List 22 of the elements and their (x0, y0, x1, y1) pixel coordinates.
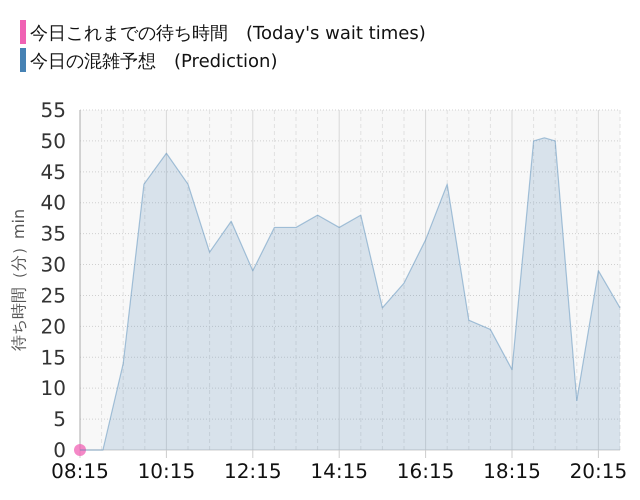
x-tick-label: 14:15 (310, 459, 368, 483)
y-tick-label: 45 (40, 160, 66, 184)
y-tick-label: 40 (40, 190, 66, 215)
x-tick-label: 20:15 (570, 459, 628, 483)
x-tick-label: 08:15 (51, 459, 109, 483)
y-tick-label: 0 (53, 438, 66, 462)
y-tick-label: 5 (53, 407, 66, 432)
y-tick-label: 55 (40, 98, 66, 122)
legend-label: 今日これまでの待ち時間 (Today's wait times) (30, 23, 426, 44)
x-tick-label: 16:15 (396, 459, 454, 483)
y-tick-label: 15 (40, 345, 66, 370)
x-tick-label: 12:15 (224, 459, 282, 483)
x-tick-label: 10:15 (138, 459, 196, 483)
y-tick-label: 10 (40, 376, 66, 400)
y-tick-label: 20 (40, 314, 66, 338)
x-tick-label: 18:15 (483, 459, 541, 483)
y-axis-title: 待ち時間（分）min (9, 208, 28, 352)
y-tick-label: 25 (40, 283, 66, 308)
y-tick-label: 50 (40, 128, 66, 153)
legend-label: 今日の混雑予想 (Prediction) (30, 51, 278, 72)
y-tick-label: 30 (40, 252, 66, 277)
y-tick-label: 35 (40, 222, 66, 246)
